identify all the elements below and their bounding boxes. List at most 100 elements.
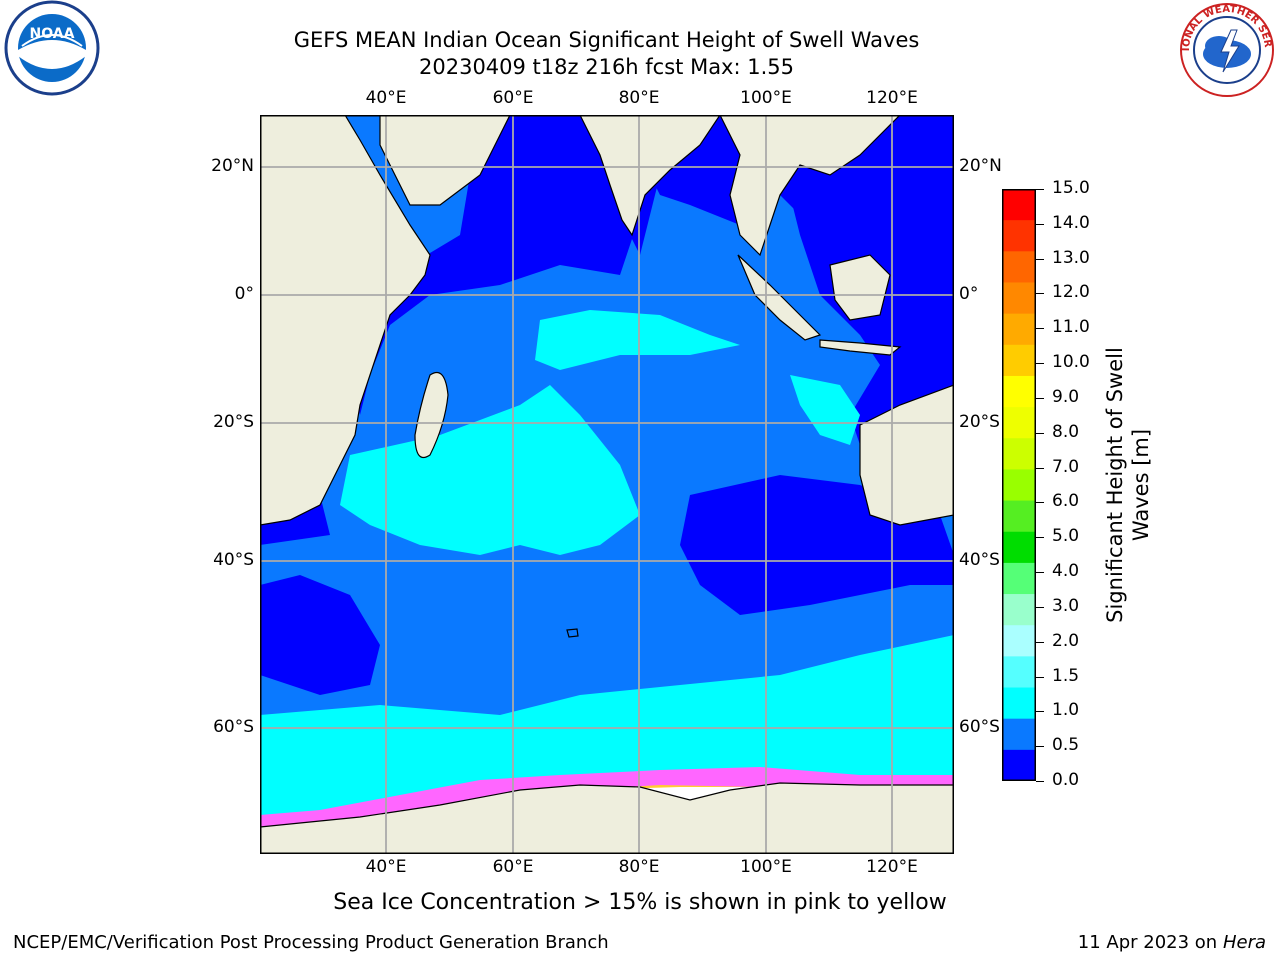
colorbar-tick-mark bbox=[1036, 746, 1044, 748]
colorbar-swatch bbox=[1002, 718, 1036, 751]
colorbar-tick-label: 14.0 bbox=[1052, 212, 1090, 233]
colorbar-tick-label: 0.0 bbox=[1052, 770, 1080, 790]
nws-logo: NATIONAL WEATHER SERVICE bbox=[1175, 0, 1274, 97]
footer-host: Hera bbox=[1222, 932, 1266, 953]
footer-credit: NCEP/EMC/Verification Post Processing Pr… bbox=[13, 932, 609, 953]
colorbar-tick-mark bbox=[1036, 537, 1044, 539]
lon-top-100: 100°E bbox=[740, 88, 792, 108]
colorbar-tick-mark bbox=[1036, 572, 1044, 574]
colorbar-tick-label: 8.0 bbox=[1052, 421, 1080, 442]
colorbar-tick-mark bbox=[1036, 258, 1044, 260]
low-swell-southwest bbox=[260, 575, 380, 695]
sea-ice-note: Sea Ice Concentration > 15% is shown in … bbox=[333, 890, 947, 915]
land-java bbox=[819, 339, 902, 356]
colorbar-tick-mark bbox=[1036, 363, 1044, 365]
colorbar-tick-label: 9.0 bbox=[1052, 386, 1080, 407]
colorbar-tick-label: 4.0 bbox=[1052, 561, 1080, 582]
colorbar-tick-label: 3.0 bbox=[1052, 595, 1080, 616]
colorbar-swatch bbox=[1002, 500, 1036, 533]
colorbar-tick-mark bbox=[1036, 189, 1044, 190]
lon-top-80: 80°E bbox=[618, 88, 660, 108]
noaa-logo-text: NOAA bbox=[30, 26, 75, 42]
lat-right-0: 0° bbox=[959, 284, 979, 304]
map-frame bbox=[260, 115, 954, 854]
colorbar-swatch bbox=[1002, 594, 1036, 626]
land-southeast-asia bbox=[719, 115, 901, 257]
land-arabia bbox=[379, 115, 511, 206]
colorbar-tick-mark bbox=[1036, 641, 1044, 643]
colorbar-tick-label: 1.0 bbox=[1052, 700, 1080, 721]
low-swell-north-b bbox=[350, 115, 640, 415]
colorbar-tick-label: 12.0 bbox=[1052, 282, 1090, 303]
colorbar-swatch bbox=[1002, 220, 1036, 252]
colorbar-tick-label: 13.0 bbox=[1052, 247, 1090, 268]
lat-right-60s: 60°S bbox=[959, 717, 1000, 737]
colorbar-swatch bbox=[1002, 438, 1036, 470]
lon-bottom-120: 120°E bbox=[866, 857, 918, 877]
colorbar-tick-label: 1.5 bbox=[1052, 665, 1080, 686]
colorbar-swatch bbox=[1002, 189, 1036, 221]
footer-date: 11 Apr 2023 on Hera bbox=[1078, 932, 1266, 953]
colorbar-swatch bbox=[1002, 562, 1036, 595]
colorbar-tick-mark bbox=[1036, 606, 1044, 608]
land-kerguelen bbox=[566, 628, 579, 638]
colorbar-tick-label: 11.0 bbox=[1052, 317, 1090, 338]
colorbar-swatch bbox=[1002, 749, 1036, 781]
lat-left-20n: 20°N bbox=[211, 156, 254, 176]
colorbar-swatch bbox=[1002, 625, 1036, 657]
land-borneo bbox=[829, 254, 891, 321]
colorbar-swatch bbox=[1002, 344, 1036, 377]
colorbar-swatch bbox=[1002, 375, 1036, 408]
colorbar-tick-mark bbox=[1036, 711, 1044, 713]
lat-left-0: 0° bbox=[234, 284, 254, 304]
lat-right-40s: 40°S bbox=[959, 550, 1000, 570]
colorbar-tick-mark bbox=[1036, 328, 1044, 330]
colorbar-tick-mark bbox=[1036, 432, 1044, 434]
colorbar-tick-mark bbox=[1036, 502, 1044, 504]
colorbar-tick-label: 6.0 bbox=[1052, 491, 1080, 512]
land-madagascar bbox=[414, 371, 449, 459]
colorbar-swatch bbox=[1002, 469, 1036, 502]
lat-right-20s: 20°S bbox=[959, 412, 1000, 432]
colorbar-label: Significant Height of Swell Waves [m] bbox=[1103, 347, 1153, 623]
colorbar-tick-mark bbox=[1036, 781, 1044, 782]
colorbar-swatch bbox=[1002, 531, 1036, 564]
swell-band-west-australia bbox=[790, 375, 860, 445]
colorbar-tick-label: 5.0 bbox=[1052, 526, 1080, 547]
swell-band-central bbox=[340, 385, 640, 555]
land-sumatra bbox=[737, 254, 822, 341]
lat-left-40s: 40°S bbox=[213, 550, 254, 570]
lat-left-60s: 60°S bbox=[213, 717, 254, 737]
map-subtitle: 20230409 t18z 216h fcst Max: 1.55 bbox=[419, 55, 794, 79]
swell-band-equatorial bbox=[535, 310, 740, 370]
colorbar-swatch bbox=[1002, 313, 1036, 346]
colorbar-tick-mark bbox=[1036, 676, 1044, 678]
colorbar-tick-label: 10.0 bbox=[1052, 352, 1090, 373]
lat-right-20n: 20°N bbox=[959, 156, 1002, 176]
colorbar-tick-mark bbox=[1036, 293, 1044, 295]
lon-top-40: 40°E bbox=[365, 88, 407, 108]
footer-date-text: 11 Apr 2023 on bbox=[1077, 932, 1218, 953]
noaa-logo: NOAA bbox=[4, 0, 100, 96]
colorbar-tick-mark bbox=[1036, 467, 1044, 469]
colorbar-swatch bbox=[1002, 282, 1036, 315]
lon-top-60: 60°E bbox=[492, 88, 534, 108]
land-antarctica bbox=[260, 782, 954, 854]
colorbar-swatch bbox=[1002, 251, 1036, 283]
lon-top-120: 120°E bbox=[866, 88, 918, 108]
graticule bbox=[260, 115, 954, 854]
colorbar-swatch bbox=[1002, 407, 1036, 439]
colorbar-tick-mark bbox=[1036, 223, 1044, 225]
lat-left-20s: 20°S bbox=[213, 412, 254, 432]
colorbar-tick-label: 7.0 bbox=[1052, 456, 1080, 477]
colorbar-swatch bbox=[1002, 687, 1036, 720]
colorbar-tick-label: 0.5 bbox=[1052, 735, 1080, 756]
lon-bottom-60: 60°E bbox=[492, 857, 534, 877]
colorbar-tick-label: 2.0 bbox=[1052, 630, 1080, 651]
map-title: GEFS MEAN Indian Ocean Significant Heigh… bbox=[293, 28, 920, 52]
colorbar-tick-mark bbox=[1036, 397, 1044, 399]
colorbar bbox=[1002, 189, 1036, 781]
colorbar-frame bbox=[1002, 189, 1036, 781]
map-panel bbox=[260, 115, 954, 854]
colorbar-swatch bbox=[1002, 656, 1036, 689]
